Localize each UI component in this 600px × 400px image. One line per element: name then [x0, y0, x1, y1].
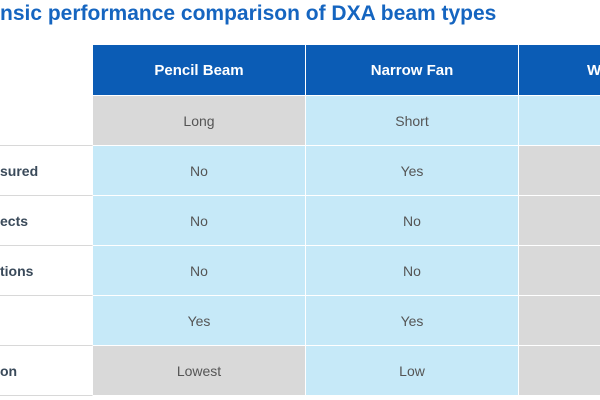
table-cell: No — [93, 246, 306, 296]
row-label — [0, 296, 93, 346]
table-cell — [519, 146, 600, 196]
row-label: ects — [0, 196, 93, 246]
table-cell: Yes — [93, 296, 306, 346]
table-cell: Yes — [306, 296, 519, 346]
table-cell: Lowest — [93, 346, 306, 396]
table-cell — [519, 196, 600, 246]
column-header: W — [519, 45, 600, 96]
table-cell: No — [93, 146, 306, 196]
table-cell: Yes — [306, 146, 519, 196]
table-cell — [519, 246, 600, 296]
row-label: tions — [0, 246, 93, 296]
row-label: on — [0, 346, 93, 396]
column-header: Narrow Fan — [306, 45, 519, 96]
table-cell: Short — [306, 96, 519, 146]
table-cell: Low — [306, 346, 519, 396]
title: nsic performance comparison of DXA beam … — [0, 2, 497, 25]
table-cell: No — [306, 196, 519, 246]
column-header: Pencil Beam — [93, 45, 306, 96]
row-label — [0, 96, 93, 146]
header-corner — [0, 45, 93, 96]
table-cell: Long — [93, 96, 306, 146]
table-cell: No — [306, 246, 519, 296]
table-cell — [519, 96, 600, 146]
table-cell — [519, 296, 600, 346]
row-label: sured — [0, 146, 93, 196]
table-cell — [519, 346, 600, 396]
table-cell: No — [93, 196, 306, 246]
